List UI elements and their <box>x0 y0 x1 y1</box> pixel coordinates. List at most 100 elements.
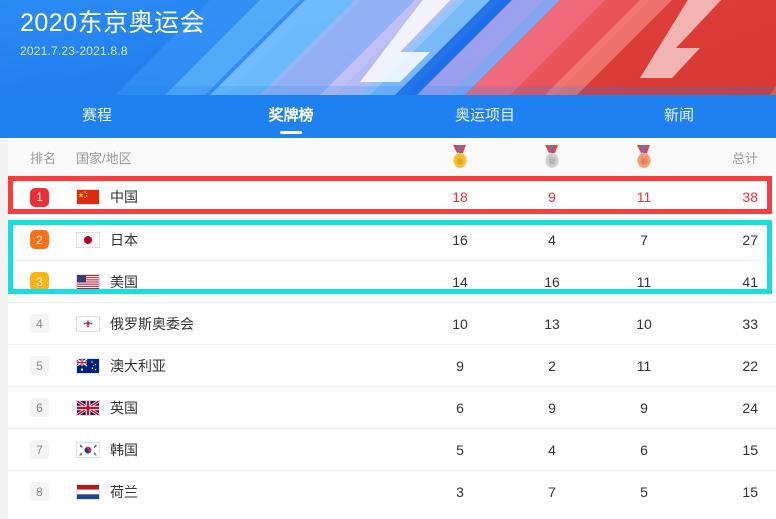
flag-us-icon <box>76 273 100 290</box>
table-row[interactable]: 8 荷兰 3 7 5 15 <box>8 470 776 512</box>
silver-count: 4 <box>548 231 556 248</box>
country-name: 中国 <box>110 189 138 205</box>
rank-cell: 7 <box>30 440 76 459</box>
table-row[interactable]: 3 <box>8 260 776 302</box>
silver-count: 9 <box>548 399 556 416</box>
rank-badge: 8 <box>30 482 49 501</box>
flag-jp-icon <box>76 231 100 248</box>
total-count: 22 <box>742 357 758 374</box>
gold-count: 6 <box>456 399 464 416</box>
rank-badge: 1 <box>30 187 49 207</box>
country-cell: 美国 <box>76 272 414 292</box>
gold-count: 5 <box>456 441 464 458</box>
tab-news-label: 新闻 <box>663 107 694 124</box>
bronze-count: 9 <box>640 399 648 416</box>
silver-count: 13 <box>544 315 560 332</box>
page-banner: 2020东京奥运会 2021.7.23-2021.8.8 <box>0 0 776 95</box>
rank-cell: 6 <box>30 398 76 417</box>
total-count: 33 <box>742 315 758 332</box>
header-gold: 金 <box>414 145 506 169</box>
table-header-row: 排名 国家/地区 金 <box>8 138 776 176</box>
flag-gb-icon <box>76 399 100 416</box>
rank-cell: 5 <box>30 356 76 375</box>
total-count: 15 <box>742 441 758 458</box>
gold-count: 9 <box>456 357 464 374</box>
total-count: 41 <box>742 273 758 290</box>
header-rank: 排名 <box>30 150 57 166</box>
flag-au-icon <box>76 357 100 374</box>
bronze-medal-icon: 铜 <box>633 145 655 169</box>
table-row[interactable]: 4 俄罗斯奥委会 10 13 10 33 <box>8 302 776 344</box>
tab-news[interactable]: 新闻 <box>582 95 776 138</box>
country-name: 荷兰 <box>110 483 138 500</box>
flag-roc-icon <box>76 315 100 332</box>
country-name: 澳大利亚 <box>110 357 166 374</box>
flag-cn-icon <box>76 189 100 205</box>
tab-olympic-events-label: 奥运项目 <box>454 107 515 124</box>
country-name: 俄罗斯奥委会 <box>110 315 194 332</box>
page-subtitle: 2021.7.23-2021.8.8 <box>20 44 128 58</box>
main-nav: 赛程 奖牌榜 奥运项目 新闻 <box>0 95 776 138</box>
header-silver: 银 <box>506 145 598 169</box>
active-tab-indicator <box>280 131 302 134</box>
tab-olympic-events[interactable]: 奥运项目 <box>388 95 582 138</box>
country-cell: 韩国 <box>76 440 414 460</box>
medal-table-panel: 排名 国家/地区 金 <box>8 138 776 519</box>
table-row[interactable]: 5 <box>8 344 776 386</box>
rank-badge: 5 <box>30 356 49 375</box>
total-count: 38 <box>742 189 758 205</box>
silver-count: 2 <box>548 357 556 374</box>
table-row[interactable]: 1 中国 18 9 <box>8 176 776 218</box>
bronze-count: 11 <box>636 357 652 374</box>
rank-cell: 8 <box>30 482 76 501</box>
gold-medal-icon: 金 <box>449 145 471 169</box>
tab-schedule[interactable]: 赛程 <box>0 95 194 138</box>
silver-count: 4 <box>548 441 556 458</box>
header-total: 总计 <box>731 150 758 166</box>
country-cell: 英国 <box>76 398 414 418</box>
table-row[interactable]: 6 英国 6 9 9 <box>8 386 776 428</box>
tab-medal-table[interactable]: 奖牌榜 <box>194 95 388 138</box>
bronze-count: 11 <box>636 273 652 290</box>
bronze-count: 5 <box>640 483 648 500</box>
rank-cell: 2 <box>30 230 76 249</box>
country-name: 美国 <box>110 273 138 290</box>
country-cell: 澳大利亚 <box>76 356 414 376</box>
rank-badge: 3 <box>30 272 49 291</box>
rank-cell: 3 <box>30 272 76 291</box>
rank-cell: 4 <box>30 314 76 333</box>
country-cell: 荷兰 <box>76 482 414 502</box>
silver-medal-icon: 银 <box>541 145 563 169</box>
table-row[interactable]: 7 <box>8 428 776 470</box>
tab-medal-table-label: 奖牌榜 <box>268 107 314 124</box>
medal-table: 排名 国家/地区 金 <box>8 138 776 512</box>
svg-text:铜: 铜 <box>641 157 647 165</box>
banner-text-block: 2020东京奥运会 2021.7.23-2021.8.8 <box>20 8 205 60</box>
header-country: 国家/地区 <box>76 150 132 166</box>
country-cell: 中国 <box>76 187 414 207</box>
silver-count: 16 <box>544 273 560 290</box>
flag-nl-icon <box>76 483 100 500</box>
page-title: 2020东京奥运会 <box>20 9 206 37</box>
rank-badge: 6 <box>30 398 49 417</box>
table-row[interactable]: 2 日本 16 4 7 27 <box>8 218 776 260</box>
svg-text:金: 金 <box>457 157 463 165</box>
rank-cell: 1 <box>30 187 76 207</box>
gold-count: 14 <box>452 273 468 290</box>
total-count: 15 <box>742 483 758 500</box>
bronze-count: 10 <box>636 315 652 332</box>
country-name: 韩国 <box>110 441 138 458</box>
rank-badge: 2 <box>30 230 49 249</box>
svg-text:银: 银 <box>549 157 555 165</box>
country-cell: 俄罗斯奥委会 <box>76 314 414 334</box>
tab-schedule-label: 赛程 <box>81 107 112 124</box>
bronze-count: 6 <box>640 441 648 458</box>
flag-kr-icon <box>76 441 100 458</box>
country-name: 日本 <box>110 231 138 248</box>
rank-badge: 7 <box>30 440 49 459</box>
banner-artwork <box>0 0 776 95</box>
silver-count: 7 <box>548 483 556 500</box>
header-bronze: 铜 <box>598 145 690 169</box>
rank-badge: 4 <box>30 314 49 333</box>
